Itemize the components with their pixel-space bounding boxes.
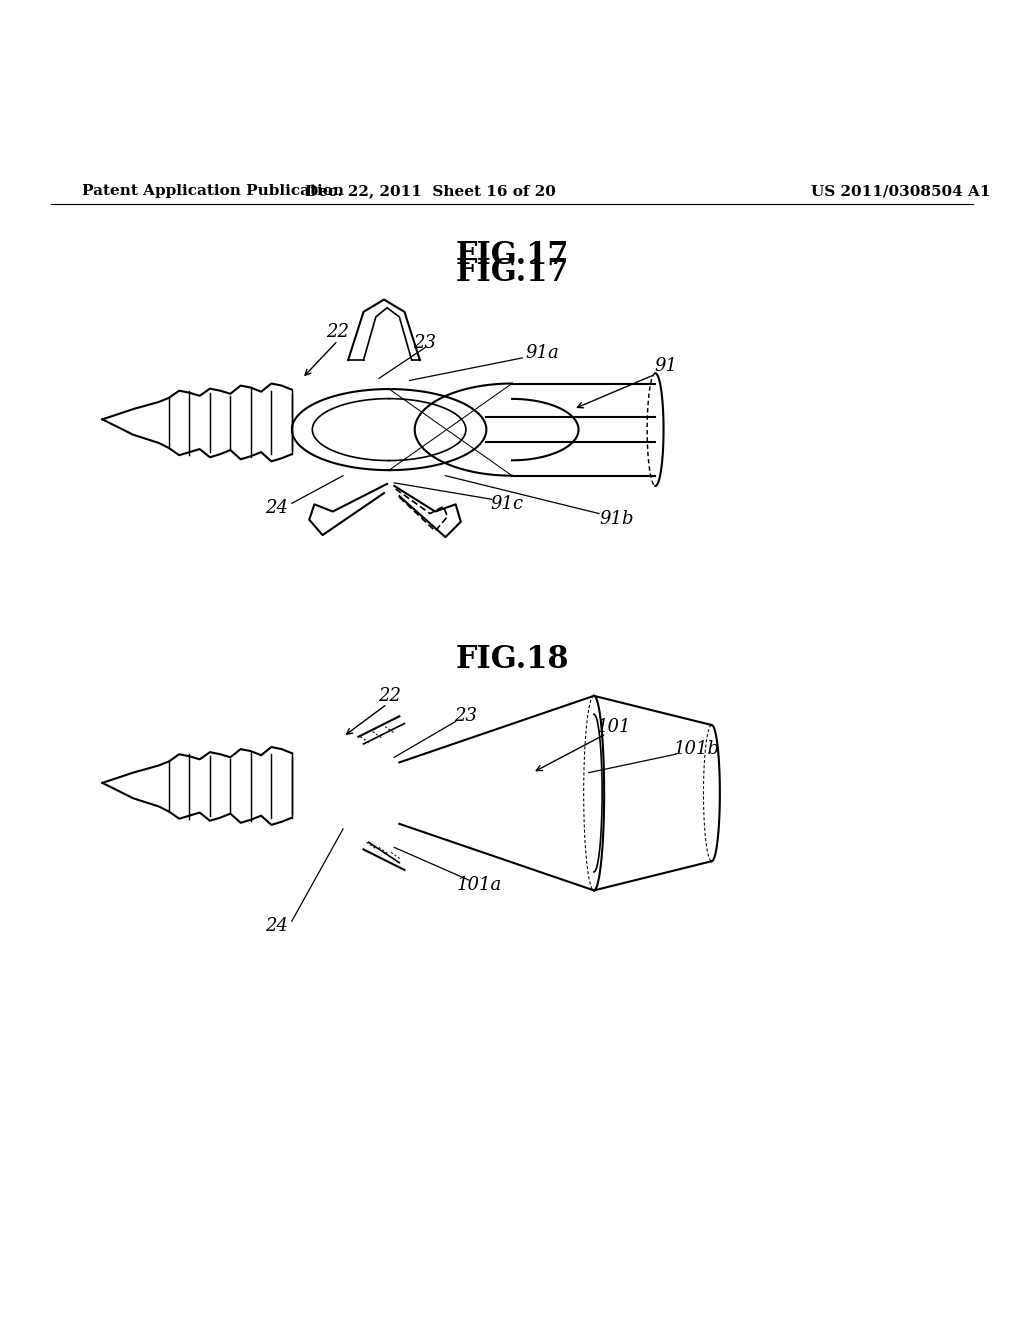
Text: 24: 24 [265, 917, 288, 936]
Text: Patent Application Publication: Patent Application Publication [82, 183, 344, 198]
Text: FIG.17: FIG.17 [456, 240, 568, 271]
Text: FIG.17: FIG.17 [456, 257, 568, 289]
Text: US 2011/0308504 A1: US 2011/0308504 A1 [811, 183, 991, 198]
Text: 101: 101 [597, 718, 632, 735]
Text: 24: 24 [265, 499, 288, 517]
Text: 101a: 101a [457, 876, 502, 894]
Text: 101b: 101b [674, 741, 719, 758]
Text: 22: 22 [378, 686, 400, 705]
Text: 91a: 91a [526, 343, 559, 362]
Text: 91: 91 [654, 358, 677, 375]
Text: 22: 22 [327, 323, 349, 342]
Text: Dec. 22, 2011  Sheet 16 of 20: Dec. 22, 2011 Sheet 16 of 20 [305, 183, 555, 198]
Text: 91c: 91c [490, 495, 523, 513]
Text: FIG.18: FIG.18 [456, 644, 568, 676]
Text: 23: 23 [455, 708, 477, 725]
Text: 91b: 91b [599, 510, 634, 528]
Text: 23: 23 [414, 334, 436, 351]
